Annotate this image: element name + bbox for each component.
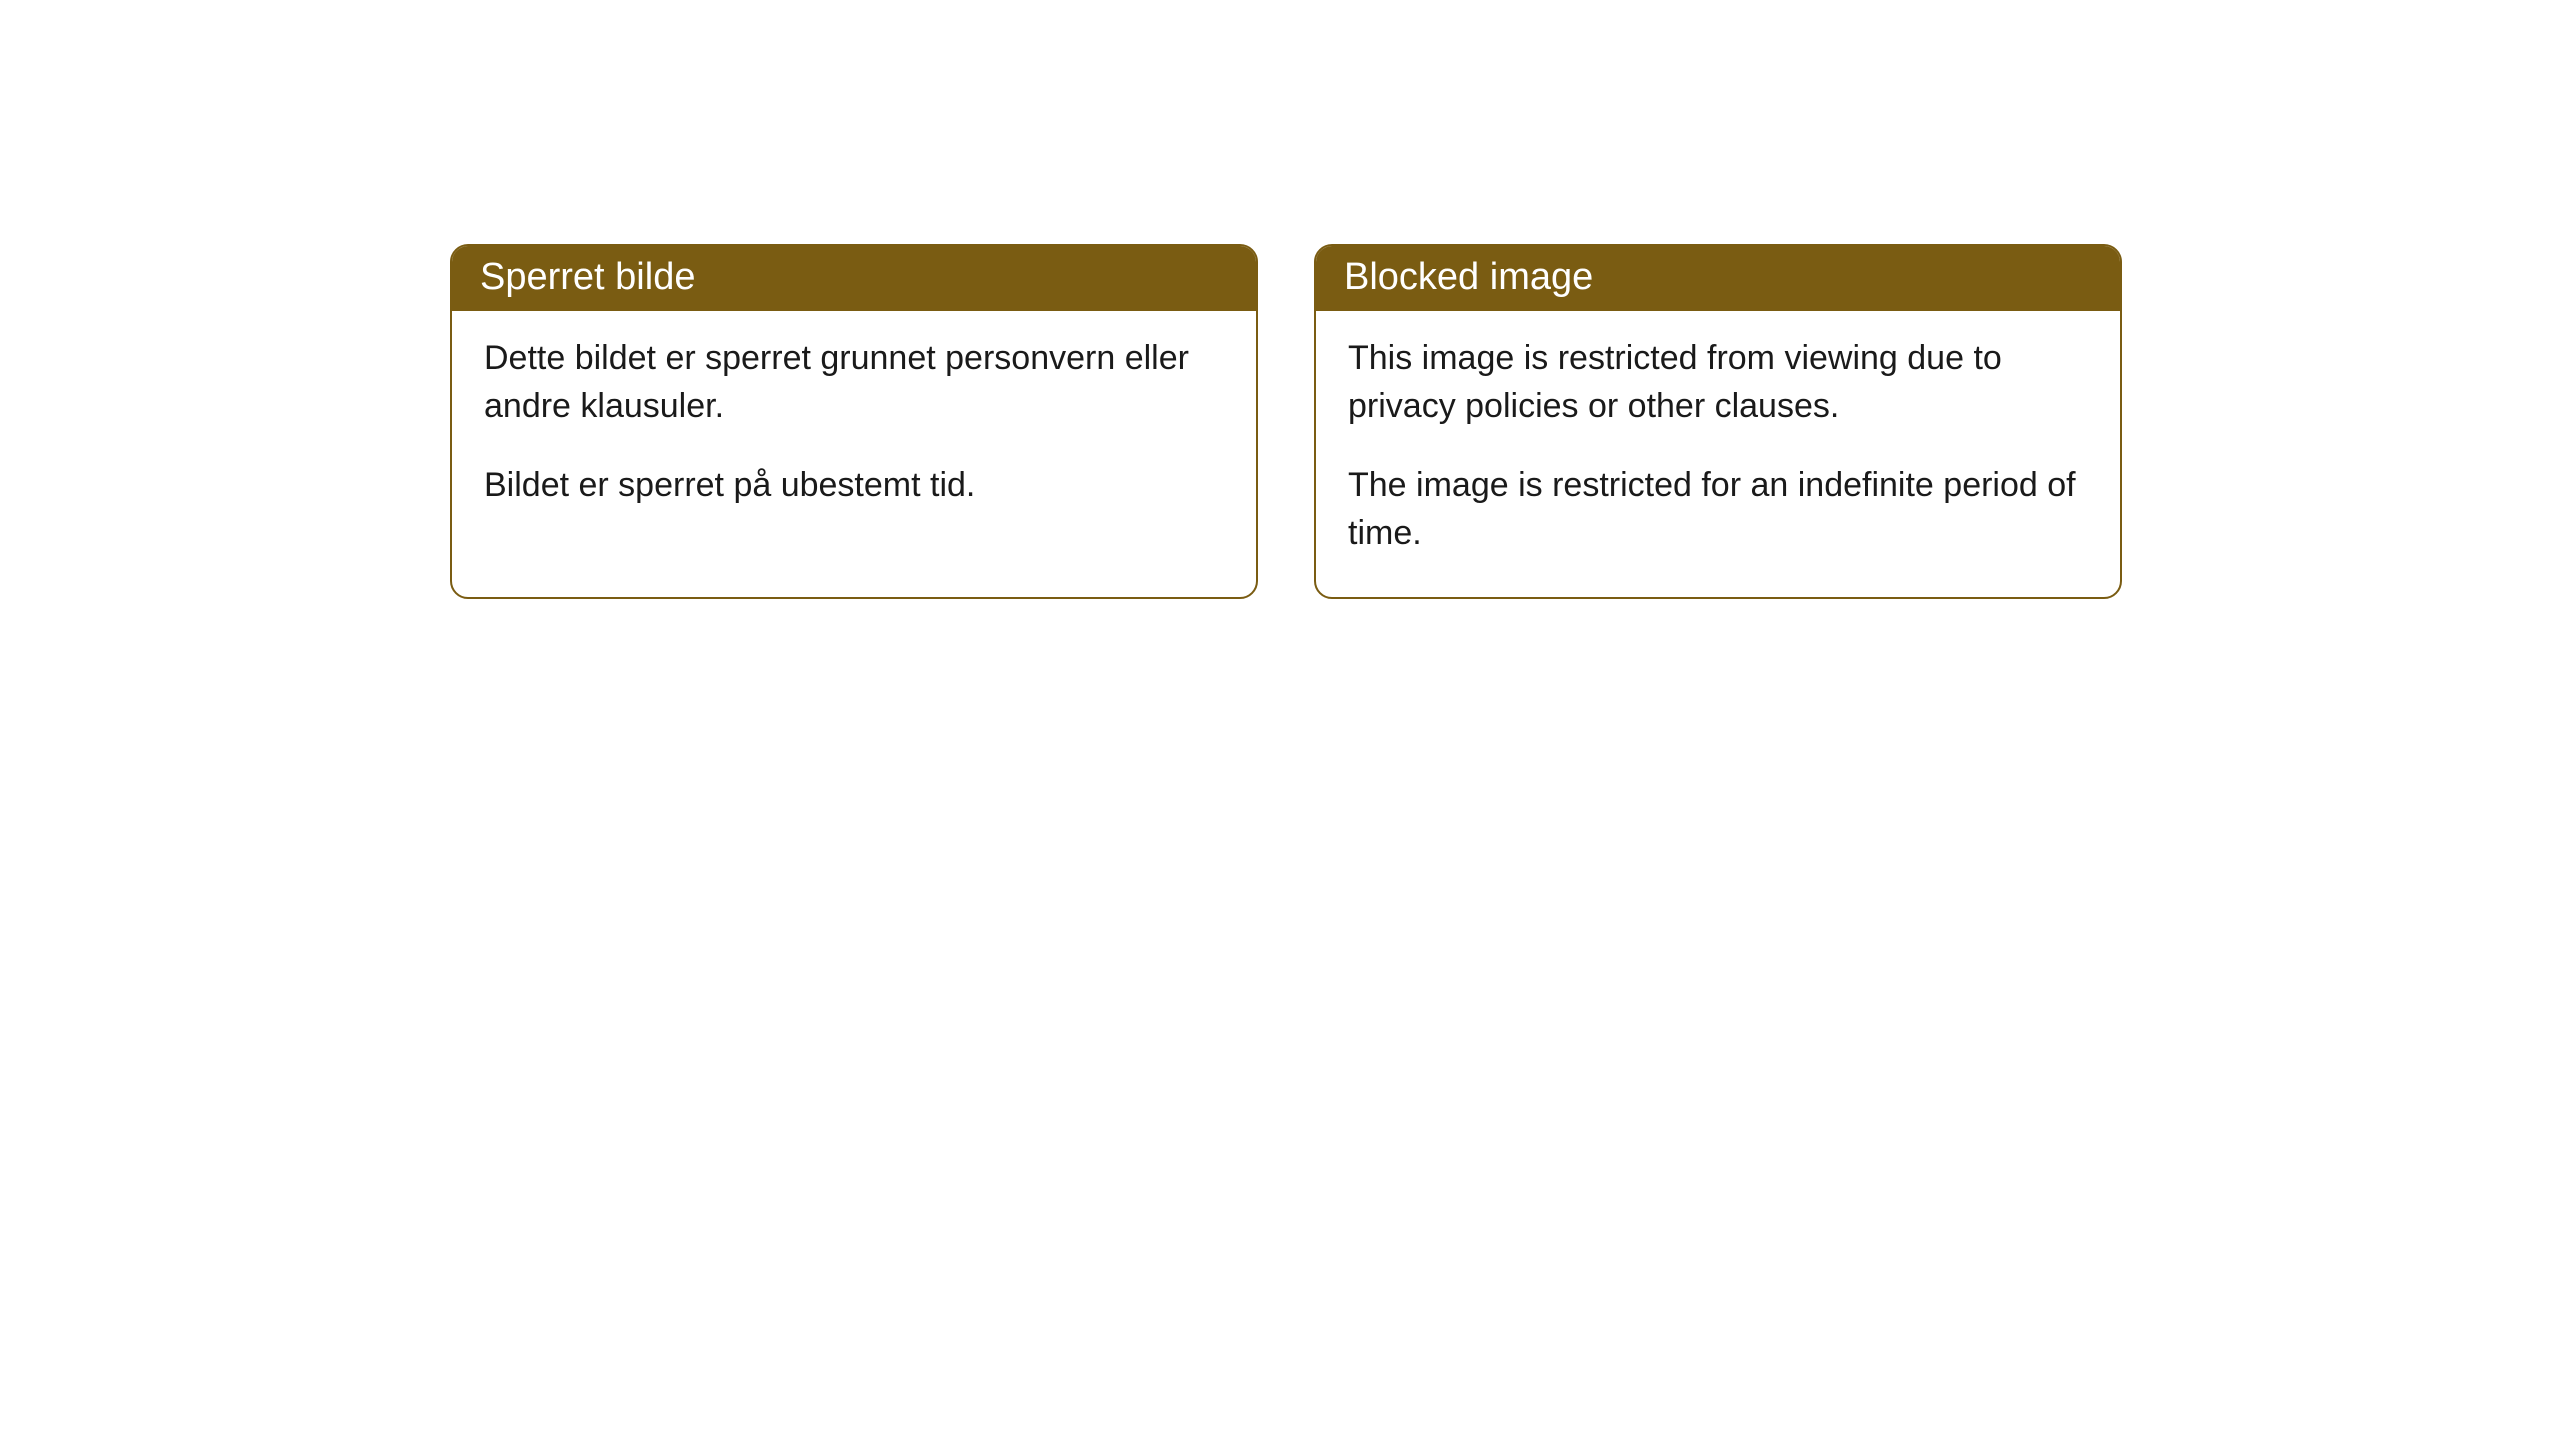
card-paragraph: This image is restricted from viewing du… (1348, 335, 2088, 430)
notice-cards-container: Sperret bilde Dette bildet er sperret gr… (450, 244, 2122, 599)
card-title: Sperret bilde (480, 256, 695, 298)
notice-card-english: Blocked image This image is restricted f… (1314, 244, 2122, 599)
card-header: Blocked image (1316, 246, 2120, 311)
notice-card-norwegian: Sperret bilde Dette bildet er sperret gr… (450, 244, 1258, 599)
card-paragraph: Dette bildet er sperret grunnet personve… (484, 335, 1224, 430)
card-body: Dette bildet er sperret grunnet personve… (452, 311, 1256, 550)
card-body: This image is restricted from viewing du… (1316, 311, 2120, 597)
card-header: Sperret bilde (452, 246, 1256, 311)
card-paragraph: Bildet er sperret på ubestemt tid. (484, 462, 1224, 510)
card-paragraph: The image is restricted for an indefinit… (1348, 462, 2088, 557)
card-title: Blocked image (1344, 256, 1593, 298)
